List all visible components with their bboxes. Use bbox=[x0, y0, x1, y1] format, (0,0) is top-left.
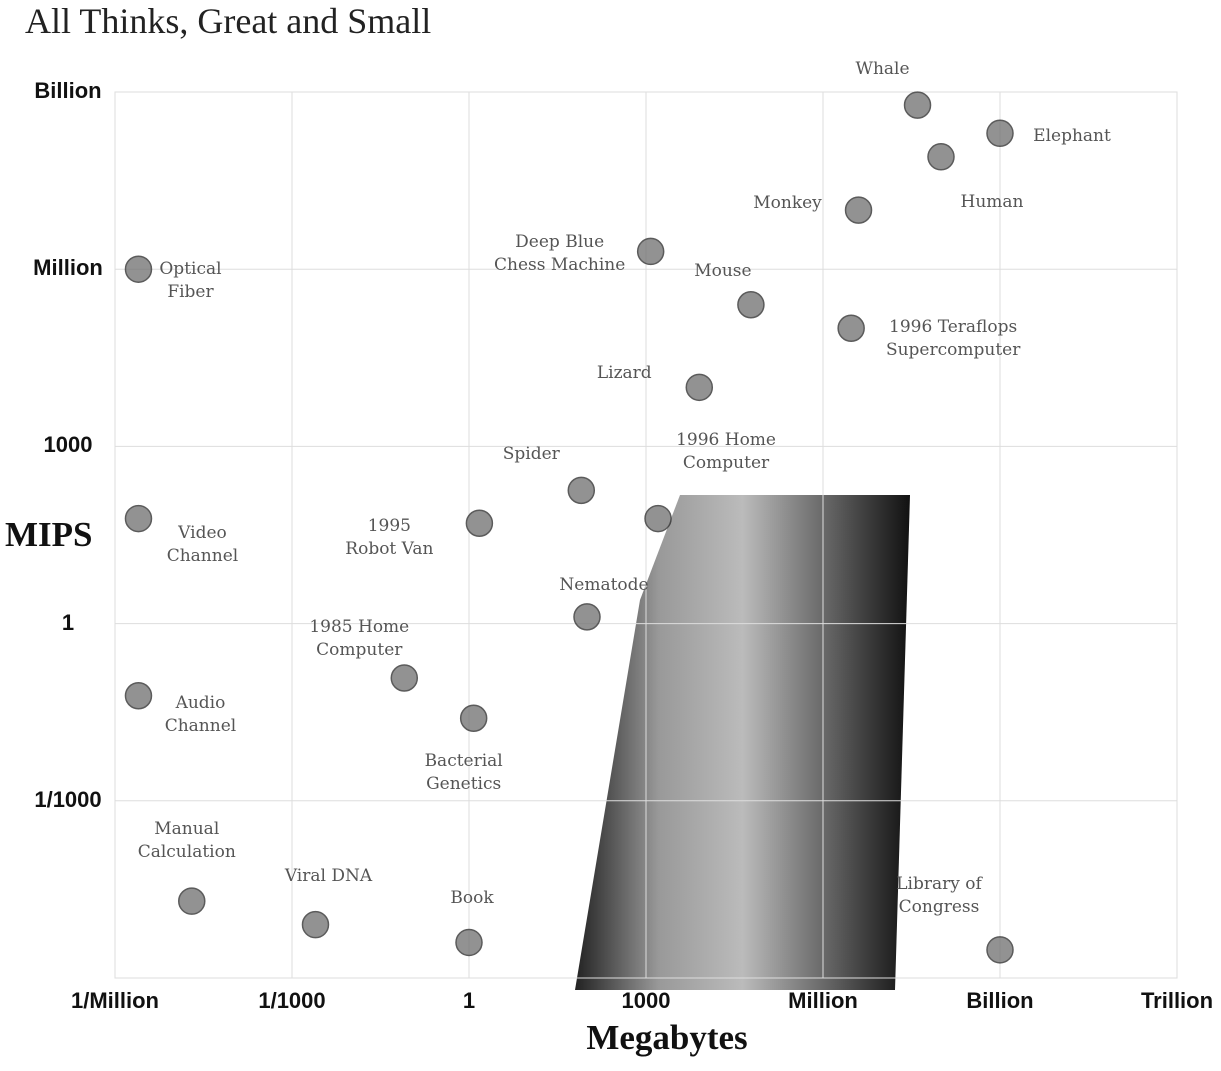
point-marker bbox=[986, 119, 1014, 148]
x-tick-label: Million bbox=[788, 988, 858, 1013]
x-axis-label: Megabytes bbox=[586, 1018, 748, 1057]
x-tick-label: 1 bbox=[462, 988, 476, 1013]
point-marker bbox=[644, 504, 672, 533]
y-axis-label: MIPS bbox=[5, 515, 93, 554]
point-marker bbox=[567, 476, 596, 505]
point-label: 1996 Teraflops Supercomputer bbox=[885, 317, 1021, 361]
point-marker bbox=[465, 509, 494, 537]
point-label: Nematode bbox=[559, 574, 649, 595]
y-tick-label: 1 bbox=[61, 609, 75, 635]
point-marker bbox=[927, 143, 955, 171]
point-marker bbox=[178, 887, 206, 915]
point-label: Video Channel bbox=[166, 522, 239, 566]
point-label: Whale bbox=[855, 59, 910, 80]
point-label: Viral DNA bbox=[284, 865, 373, 886]
point-marker bbox=[455, 928, 483, 957]
point-label: 1996 Home Computer bbox=[676, 429, 776, 473]
point-marker bbox=[124, 255, 153, 283]
point-marker bbox=[737, 291, 765, 319]
point-marker bbox=[124, 504, 153, 533]
point-marker bbox=[573, 603, 601, 631]
point-marker bbox=[301, 910, 330, 939]
y-tick-label: Billion bbox=[34, 78, 102, 103]
x-tick-label: 1000 bbox=[621, 988, 671, 1013]
point-marker bbox=[837, 314, 865, 343]
point-marker bbox=[124, 682, 153, 710]
y-tick-label: 1/1000 bbox=[34, 786, 102, 812]
x-tick-label: 1/1000 bbox=[258, 988, 326, 1013]
y-tick-label: 1000 bbox=[43, 432, 93, 458]
y-tick-label: Million bbox=[33, 255, 103, 281]
point-label: Spider bbox=[502, 444, 560, 465]
point-label: Manual Calculation bbox=[137, 819, 236, 863]
point-marker bbox=[986, 936, 1014, 964]
point-marker bbox=[903, 91, 932, 119]
point-label: Library of Congress bbox=[896, 873, 982, 917]
point-marker bbox=[636, 237, 665, 266]
point-label: Book bbox=[450, 888, 494, 909]
point-label: 1995 Robot Van bbox=[345, 516, 434, 560]
point-label: Mouse bbox=[694, 260, 752, 281]
point-label: Elephant bbox=[1033, 126, 1111, 147]
point-marker bbox=[844, 196, 873, 224]
chart-title: All Thinks, Great and Small bbox=[25, 1, 432, 41]
point-marker bbox=[390, 664, 419, 692]
point-marker bbox=[685, 373, 714, 402]
x-tick-label: Trillion bbox=[1140, 988, 1214, 1013]
terrain-image bbox=[575, 495, 910, 990]
point-label: Audio Channel bbox=[164, 692, 237, 736]
point-label: Optical Fiber bbox=[159, 259, 222, 303]
point-marker bbox=[459, 704, 488, 732]
x-tick-label: 1/Million bbox=[71, 988, 159, 1013]
point-label: Human bbox=[960, 191, 1024, 212]
point-label: Lizard bbox=[596, 363, 652, 384]
point-label: Bacterial Genetics bbox=[424, 751, 503, 795]
x-tick-label: Billion bbox=[966, 988, 1034, 1013]
point-label: Monkey bbox=[753, 193, 822, 214]
point-label: 1985 Home Computer bbox=[309, 616, 410, 660]
point-label: Deep Blue Chess Machine bbox=[493, 232, 626, 276]
